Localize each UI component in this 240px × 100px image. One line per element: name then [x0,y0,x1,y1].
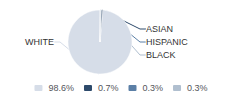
svg-text:ASIAN: ASIAN [146,24,173,34]
svg-text:HISPANIC: HISPANIC [146,37,188,47]
svg-text:0.7%: 0.7% [98,83,119,93]
svg-text:WHITE: WHITE [25,37,54,47]
svg-text:BLACK: BLACK [146,50,176,60]
svg-text:0.3%: 0.3% [143,83,164,93]
svg-text:0.3%: 0.3% [187,83,208,93]
svg-text:98.6%: 98.6% [48,83,74,93]
